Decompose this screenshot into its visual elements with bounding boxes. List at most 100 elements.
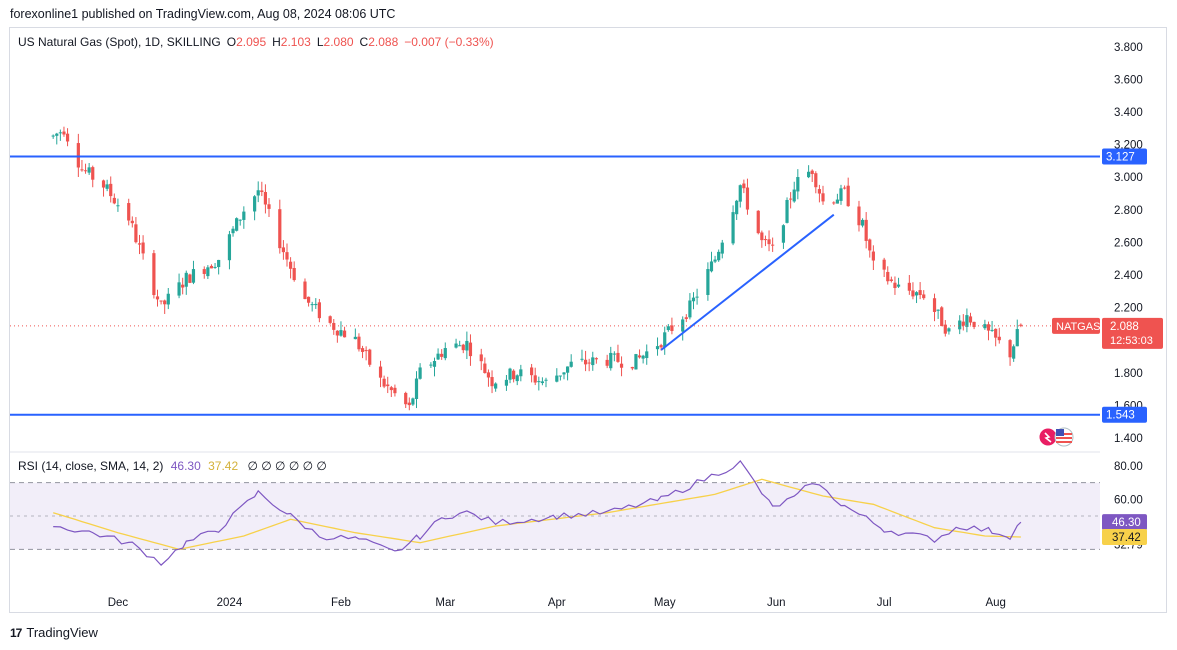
candle-body: [537, 381, 541, 383]
rsi-tick-label: 60.00: [1114, 494, 1143, 506]
candle-body: [1008, 340, 1012, 358]
candle-body: [112, 197, 116, 204]
candle-body: [91, 167, 95, 180]
price-tick-label: 2.800: [1114, 205, 1143, 217]
candle-body: [231, 228, 235, 234]
support-label: 1.543: [1106, 410, 1135, 422]
candle-body: [87, 167, 91, 173]
candle-body: [922, 294, 926, 299]
candle-body: [530, 367, 534, 376]
chart-frame: [9, 27, 1167, 613]
candle-body: [555, 375, 559, 382]
candle-body: [209, 265, 214, 269]
candle-body: [882, 259, 886, 270]
candle-body: [479, 354, 483, 362]
candle-body: [864, 219, 868, 241]
candle-body: [436, 353, 440, 360]
tradingview-footer[interactable]: 17 TradingView: [10, 625, 98, 640]
symbol-tag-bg: [1052, 317, 1100, 334]
rsi-band: [10, 482, 1100, 550]
candle-body: [580, 358, 584, 360]
symbol-legend[interactable]: US Natural Gas (Spot), 1D, SKILLING O2.09…: [18, 35, 494, 49]
candle-body: [278, 209, 282, 249]
candle-body: [583, 359, 588, 365]
candle-body: [738, 185, 742, 202]
price-axis[interactable]: 3.8003.6003.4003.2003.0002.8002.6002.400…: [1052, 42, 1163, 445]
candle-body: [605, 359, 609, 366]
candle-body: [911, 290, 915, 297]
candle-body: [634, 354, 638, 370]
candle-body: [281, 247, 285, 253]
time-axis[interactable]: Dec 2024 Feb Mar Apr May Jun Jul Aug: [108, 597, 1006, 609]
candle-body: [389, 387, 393, 391]
candle-body: [986, 324, 991, 331]
candle-body: [414, 378, 419, 400]
candle-body: [713, 259, 717, 262]
candle-body: [994, 328, 998, 338]
candle-body: [191, 269, 196, 283]
level-lines[interactable]: [10, 155, 1100, 416]
candle-body: [630, 366, 634, 369]
candles: [51, 126, 1023, 411]
candle-body: [760, 232, 764, 241]
time-tick-label: Feb: [331, 597, 351, 609]
candle-body: [839, 188, 843, 201]
candle-body: [65, 133, 70, 142]
candle-body: [386, 384, 390, 387]
candle-body: [857, 206, 861, 226]
candle-body: [105, 184, 109, 189]
candle-body: [968, 316, 973, 323]
candle-body: [544, 379, 548, 381]
candle-body: [339, 330, 343, 336]
candle-body: [709, 261, 714, 272]
tradingview-logo-icon: 17: [10, 625, 22, 640]
candle-body: [587, 362, 591, 364]
candle-body: [127, 203, 131, 221]
rsi-sma-line: [53, 478, 1021, 551]
candle-body: [637, 355, 642, 358]
candle-body: [461, 344, 465, 351]
tradingview-brand: TradingView: [26, 625, 98, 640]
candle-body: [515, 375, 519, 382]
candle-body: [785, 199, 789, 223]
candle-body: [695, 296, 699, 298]
candle-body: [130, 220, 134, 224]
candle-body: [184, 272, 188, 287]
candle-body: [735, 200, 739, 215]
candle-body: [983, 324, 987, 329]
rsi-legend[interactable]: RSI (14, close, SMA, 14, 2) 46.30 37.42 …: [18, 459, 327, 473]
candle-body: [134, 224, 138, 243]
candle-body: [691, 297, 696, 302]
candle-body: [76, 143, 80, 168]
country-flag-icon[interactable]: [1038, 427, 1074, 447]
candle-body: [504, 379, 509, 386]
rsi-tick-label: 80.00: [1114, 461, 1143, 473]
candle-body: [972, 321, 976, 328]
candle-body: [202, 269, 206, 274]
candle-body: [619, 363, 624, 368]
candle-body: [328, 316, 332, 323]
candle-body: [181, 284, 185, 288]
candle-body: [227, 234, 232, 261]
candle-body: [382, 378, 386, 387]
candle-body: [486, 372, 491, 378]
candle-body: [465, 340, 469, 351]
price-tick-label: 2.400: [1114, 270, 1143, 282]
candle-body: [443, 348, 447, 359]
candle-body: [997, 336, 1001, 341]
candle-body: [519, 369, 523, 377]
candle-body: [886, 271, 890, 282]
candle-body: [101, 180, 106, 188]
candle-body: [871, 251, 875, 261]
rsi-value-tag: 46.30: [1112, 517, 1141, 529]
candle-body: [62, 131, 66, 135]
symbol-legend-text: US Natural Gas (Spot), 1D, SKILLING O2.09…: [18, 35, 494, 49]
candle-body: [742, 183, 746, 189]
candle-body: [155, 296, 160, 300]
candle-body: [335, 330, 339, 336]
candle-body: [109, 183, 113, 197]
candle-body: [177, 282, 181, 296]
candle-body: [317, 302, 321, 319]
